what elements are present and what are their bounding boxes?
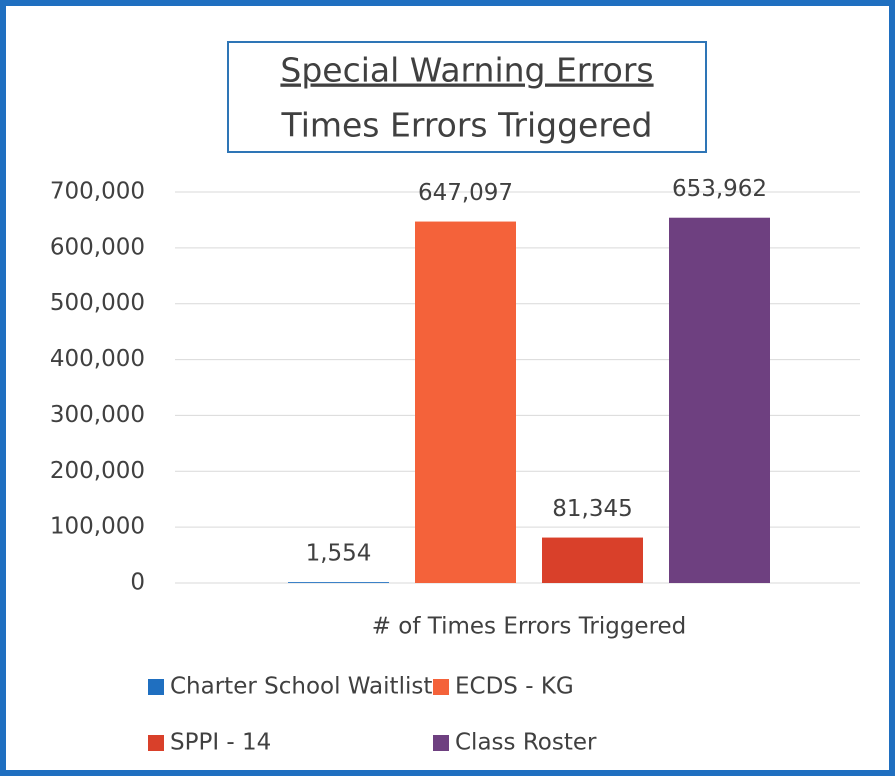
- y-tick-label: 200,000: [50, 458, 145, 484]
- title-box: [227, 41, 707, 153]
- bar: [415, 221, 516, 583]
- y-tick-label: 600,000: [50, 234, 145, 260]
- legend-swatch: [433, 679, 449, 695]
- legend-swatch: [433, 735, 449, 751]
- y-tick-label: 700,000: [50, 179, 145, 205]
- data-label: 1,554: [306, 541, 372, 567]
- chart-subtitle: Times Errors Triggered: [281, 106, 653, 145]
- data-label: 647,097: [418, 180, 513, 206]
- data-label: 653,962: [672, 176, 767, 202]
- bar: [669, 217, 770, 583]
- y-tick-label: 500,000: [50, 290, 145, 316]
- legend-swatch: [148, 679, 164, 695]
- data-label: 81,345: [552, 496, 632, 522]
- y-tick-label: 300,000: [50, 402, 145, 428]
- y-tick-label: 100,000: [50, 514, 145, 540]
- legend-swatch: [148, 735, 164, 751]
- legend-label: Class Roster: [455, 730, 597, 756]
- chart-title: Special Warning Errors: [280, 51, 653, 90]
- bar: [542, 537, 643, 583]
- y-tick-label: 400,000: [50, 346, 145, 372]
- x-tick-label: # of Times Errors Triggered: [372, 614, 687, 640]
- legend-label: SPPI - 14: [170, 730, 271, 756]
- legend-label: Charter School Waitlist: [170, 674, 432, 700]
- bar: [288, 582, 389, 583]
- legend-label: ECDS - KG: [455, 674, 574, 700]
- y-tick-label: 0: [130, 570, 145, 596]
